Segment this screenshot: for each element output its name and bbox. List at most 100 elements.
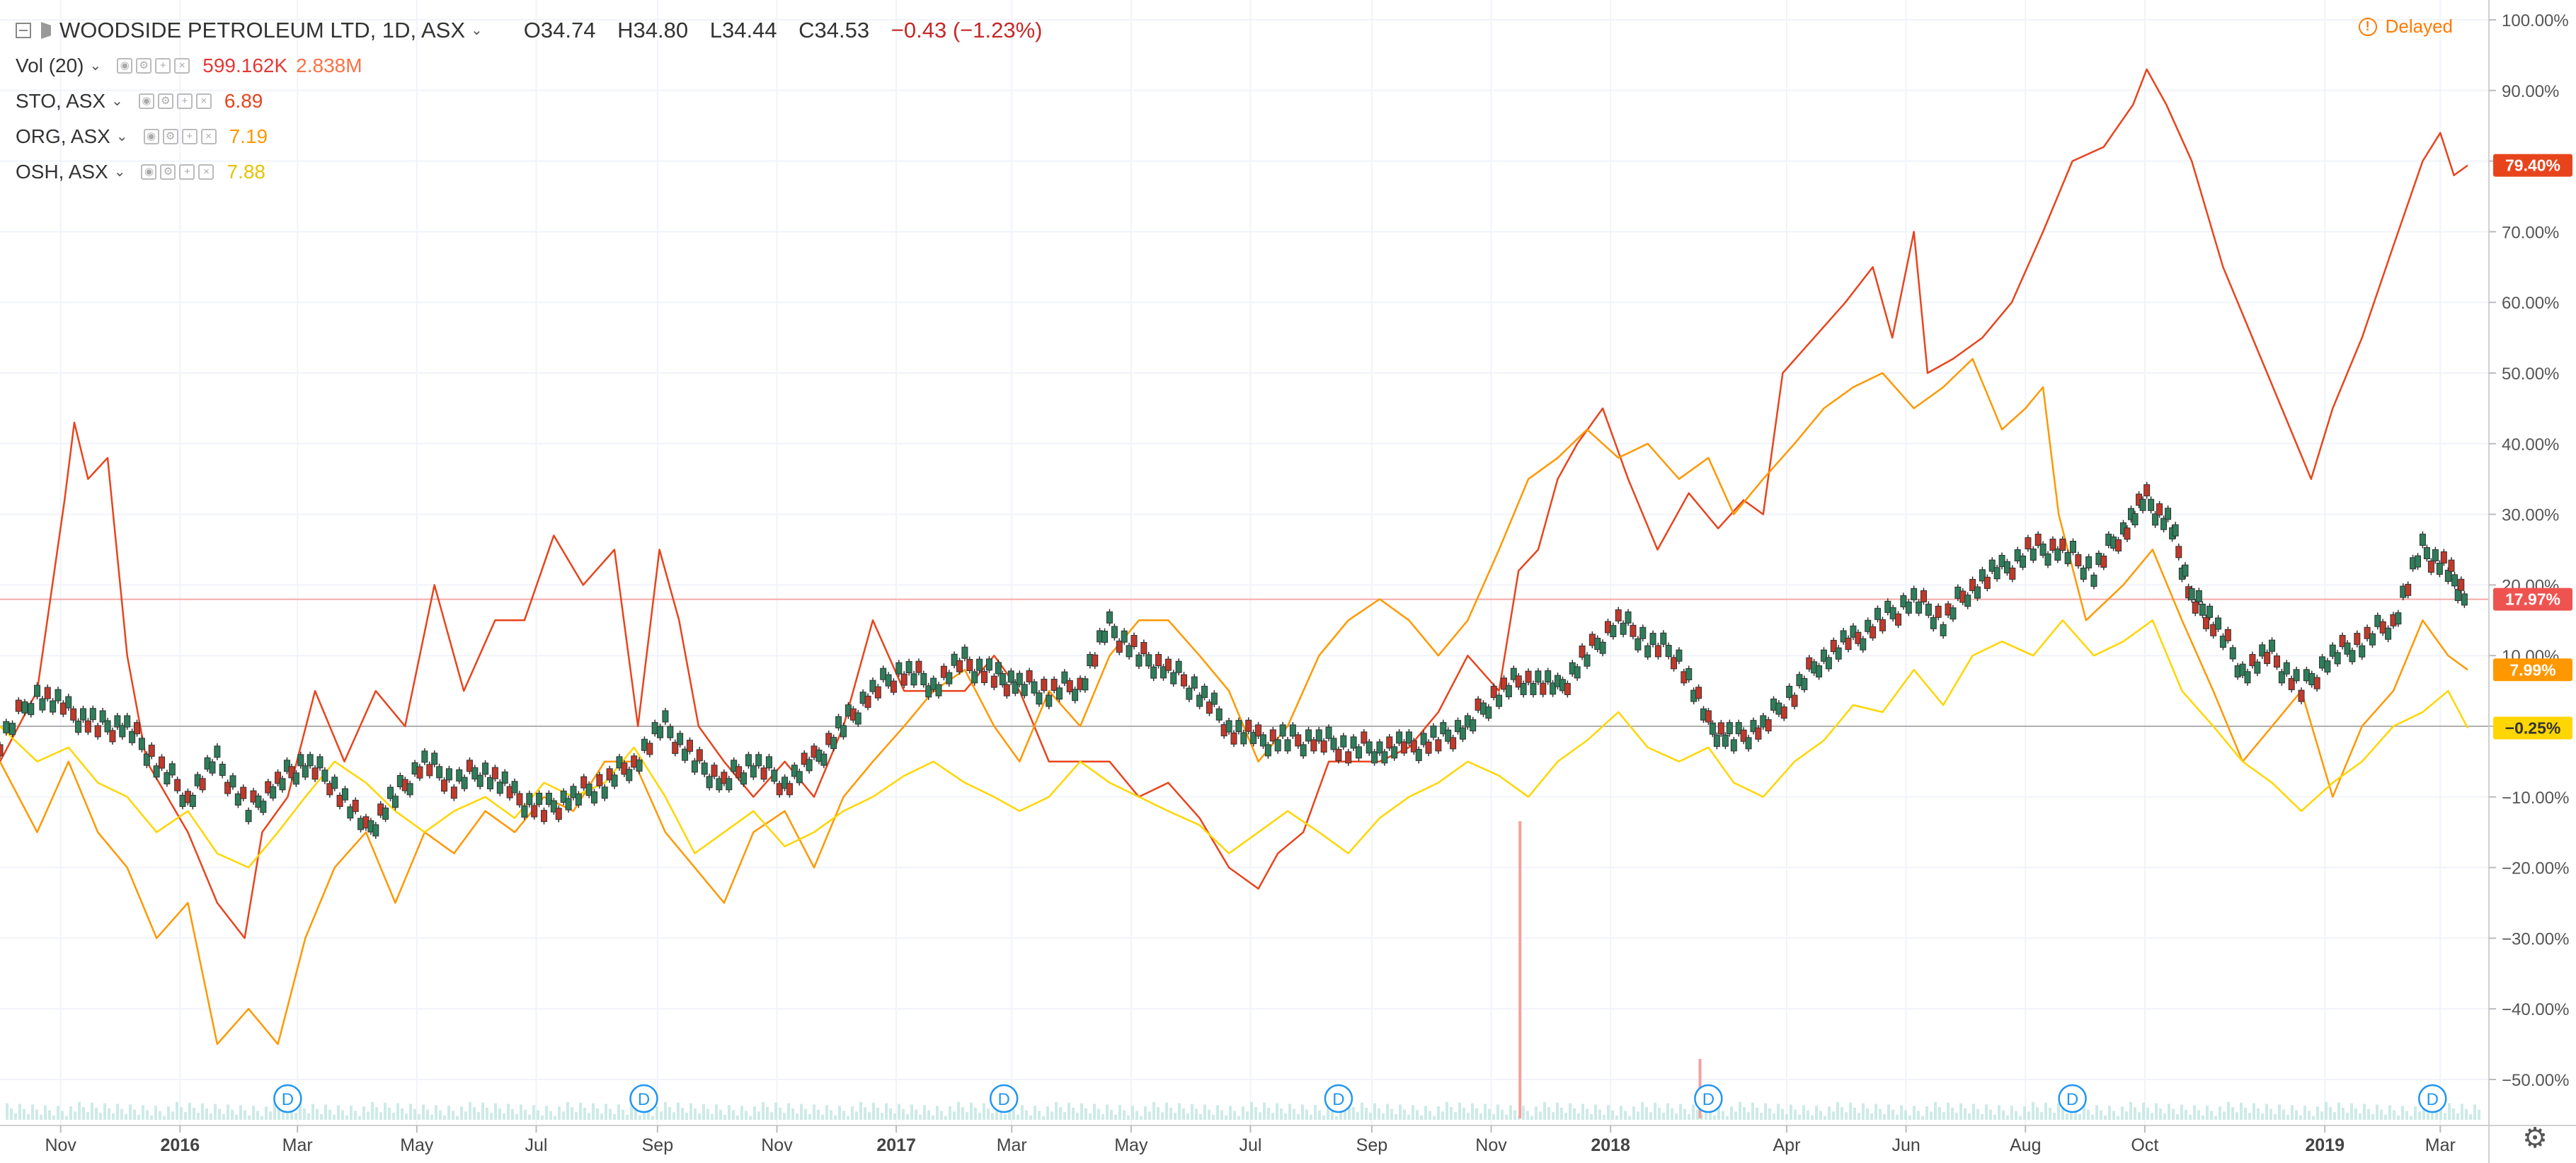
volume-bar: [320, 1113, 323, 1120]
volume-bar: [447, 1106, 450, 1120]
volume-bar: [1671, 1108, 1673, 1120]
volume-bar: [749, 1116, 752, 1120]
volume-bar: [2240, 1102, 2243, 1120]
close-icon[interactable]: ×: [195, 93, 212, 109]
chevron-down-icon[interactable]: ⌄: [113, 164, 126, 180]
gear-icon[interactable]: ⚙: [160, 164, 176, 180]
volume-bar: [125, 1113, 127, 1120]
eye-icon[interactable]: ◉: [138, 93, 154, 109]
volume-bar: [1675, 1113, 1678, 1120]
chevron-down-icon[interactable]: ⌄: [89, 58, 102, 74]
plus-icon[interactable]: +: [181, 129, 198, 144]
volume-bar: [910, 1104, 913, 1120]
gear-icon[interactable]: ⚙: [157, 93, 173, 109]
volume-bar: [596, 1108, 599, 1120]
candle-body: [1604, 621, 1611, 634]
candle-body: [1505, 684, 1512, 697]
chevron-down-icon[interactable]: ⌄: [115, 129, 128, 144]
close-icon[interactable]: ×: [198, 164, 214, 180]
candle-body: [570, 786, 577, 798]
volume-bar: [430, 1114, 433, 1120]
study-row-osh[interactable]: OSH, ASX ⌄ ◉ ⚙ + × 7.88: [16, 154, 1058, 190]
volume-bar: [2244, 1107, 2247, 1120]
volume-bar: [498, 1108, 501, 1120]
candle-body: [2030, 548, 2037, 561]
study-row-sto[interactable]: STO, ASX ⌄ ◉ ⚙ + × 6.89: [16, 84, 1058, 119]
flag-icon[interactable]: [41, 22, 51, 39]
gear-icon[interactable]: ⚙: [162, 129, 178, 144]
eye-icon[interactable]: ◉: [141, 164, 157, 180]
candle-body: [1630, 624, 1637, 637]
volume-bar: [1900, 1105, 1903, 1120]
candle-body: [575, 793, 582, 806]
x-axis[interactable]: Nov 2016 Mar May Jul Sep Nov 2017 Mar May Jul Sep No…: [0, 1125, 2576, 1155]
volume-bar: [940, 1111, 943, 1120]
study-label[interactable]: ORG, ASX: [16, 125, 110, 147]
candle-body: [2124, 527, 2131, 540]
study-row-volume[interactable]: Vol (20) ⌄ ◉ ⚙ + × 599.162K 2.838M: [16, 48, 1058, 84]
candle-body: [1500, 677, 1507, 690]
plus-icon[interactable]: +: [155, 58, 171, 74]
candle-body: [1135, 654, 1143, 667]
volume-bar: [1373, 1103, 1376, 1120]
volume-bar: [1964, 1108, 1967, 1120]
candle-body: [311, 767, 319, 780]
candle-body: [2436, 562, 2443, 575]
eye-icon[interactable]: ◉: [143, 129, 159, 144]
volume-bar: [2061, 1108, 2064, 1120]
candle-body: [1371, 751, 1378, 764]
candle-body: [2364, 626, 2371, 639]
dividend-marker: [629, 1084, 658, 1113]
candle-body: [555, 808, 562, 820]
candle-body: [531, 805, 538, 818]
candle-body: [2009, 567, 2016, 580]
volume-bar: [2397, 1115, 2400, 1120]
plus-icon[interactable]: +: [176, 93, 193, 109]
volume-bar: [1849, 1102, 1852, 1120]
study-label[interactable]: OSH, ASX: [16, 161, 108, 183]
eye-icon[interactable]: ◉: [117, 58, 133, 74]
study-tools: ◉ ⚙ + ×: [138, 93, 212, 109]
candle-body: [302, 765, 309, 778]
volume-bar: [1976, 1108, 1979, 1120]
candle-body: [2419, 534, 2426, 546]
candle-body: [740, 772, 747, 785]
volume-bar: [2384, 1114, 2387, 1120]
volume-bar: [1883, 1113, 1886, 1120]
volume-bar: [1484, 1104, 1487, 1120]
candle-body: [307, 754, 314, 767]
plus-icon[interactable]: +: [179, 164, 195, 180]
volume-bar: [2325, 1101, 2328, 1120]
volume-bar: [1412, 1105, 1414, 1120]
study-label[interactable]: STO, ASX: [16, 90, 106, 112]
volume-bar: [2112, 1111, 2115, 1120]
candle-body: [331, 777, 338, 789]
volume-bar: [235, 1114, 238, 1120]
candle-body: [2451, 574, 2458, 587]
candle-body: [1056, 687, 1063, 700]
close-icon[interactable]: ×: [200, 129, 217, 144]
study-label[interactable]: Vol (20): [16, 55, 84, 76]
close-icon[interactable]: ×: [174, 58, 190, 74]
volume-bar: [766, 1107, 769, 1120]
candle-body: [830, 737, 837, 750]
chevron-down-icon[interactable]: ⌄: [111, 93, 123, 109]
gear-icon[interactable]: ⚙: [136, 58, 152, 74]
candle-body: [1003, 684, 1010, 697]
collapse-icon[interactable]: [16, 23, 31, 38]
volume-bar: [2346, 1113, 2349, 1120]
symbol-title[interactable]: WOODSIDE PETROLEUM LTD, 1D, ASX: [59, 18, 466, 42]
volume-bar: [2015, 1111, 2017, 1120]
volume-bar: [2422, 1101, 2425, 1120]
volume-bar: [617, 1104, 620, 1120]
study-row-org[interactable]: ORG, ASX ⌄ ◉ ⚙ + × 7.19: [16, 119, 1058, 154]
candle-body: [292, 772, 299, 785]
volume-bar: [689, 1103, 692, 1120]
volume-bar: [91, 1102, 93, 1120]
chevron-down-icon[interactable]: ⌄: [471, 23, 483, 38]
delayed-status[interactable]: ! Delayed: [2358, 16, 2453, 38]
volume-bar: [86, 1112, 89, 1120]
volume-bar: [2236, 1112, 2238, 1120]
gear-icon[interactable]: ⚙: [2522, 1123, 2548, 1154]
